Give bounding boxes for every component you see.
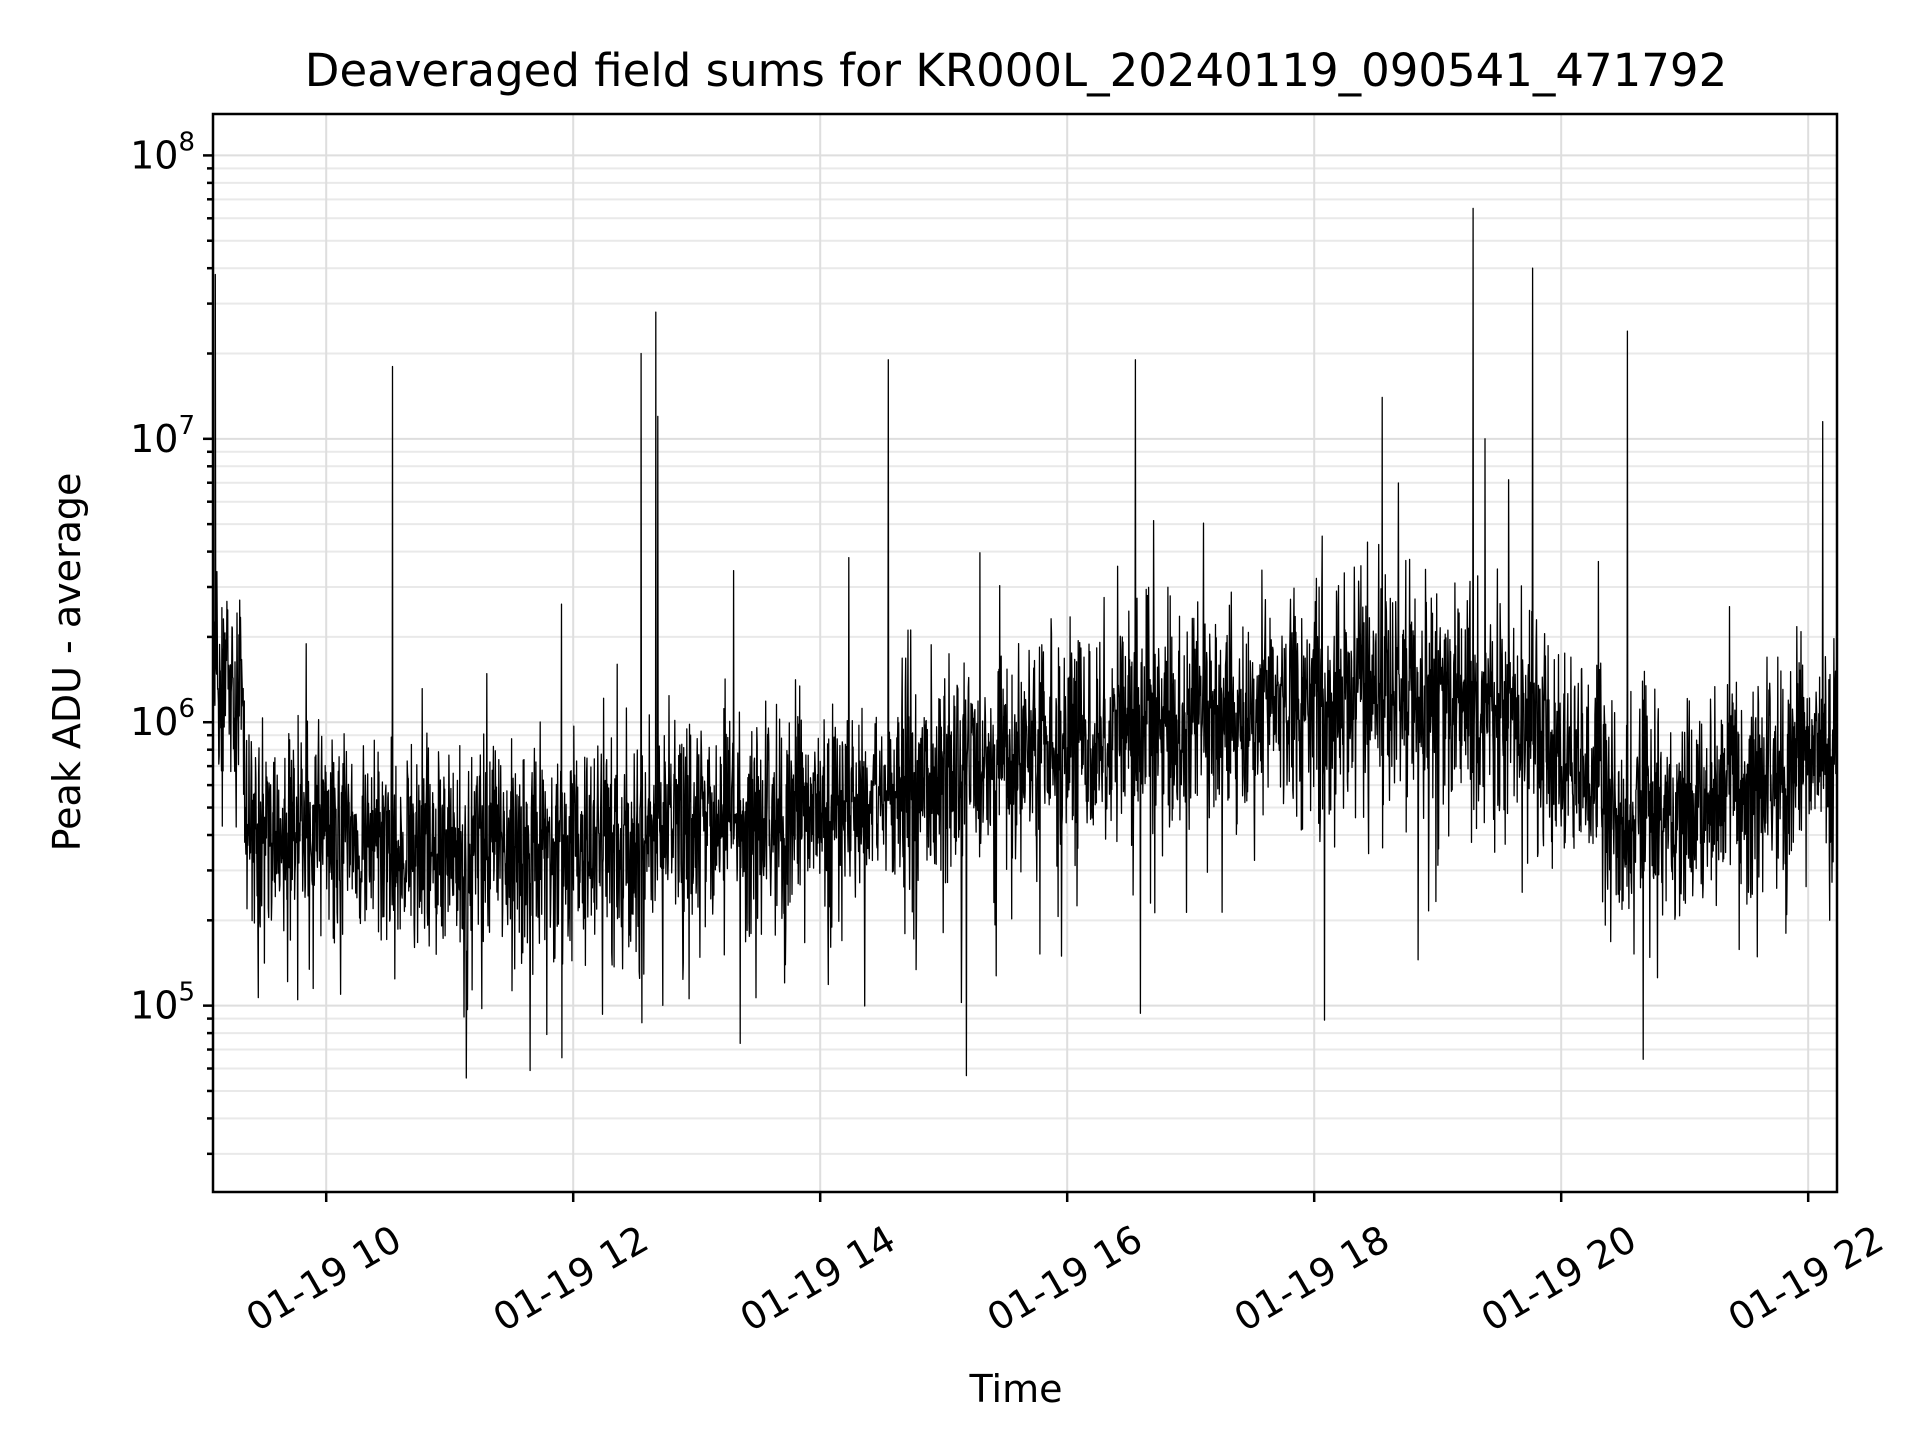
x-tick-label: 01-19 14 [733,1217,903,1341]
frame-layer [211,112,1839,1194]
series-layer [212,161,1838,1079]
axes-frame [211,112,1839,1194]
y-tick-exponent: 7 [178,411,195,441]
x-tick-label: 01-19 16 [980,1217,1150,1341]
y-tick-base: 10 [130,133,178,177]
y-tick-exponent: 5 [178,978,195,1008]
x-tick-label: 01-19 10 [239,1217,409,1341]
y-tick-label: 108 [130,127,195,177]
y-tick-label: 106 [130,694,195,744]
series-line-0 [212,161,1838,1079]
y-tick-label: 107 [130,411,195,461]
x-tick-label: 01-19 12 [486,1217,656,1341]
x-axis-label: Time [969,1367,1063,1411]
grid-layer [213,114,1837,1192]
x-tick-label: 01-19 22 [1721,1217,1891,1341]
y-axis-label: Peak ADU - average [45,473,89,852]
chart-title: Deaveraged field sums for KR000L_2024011… [305,44,1727,97]
y-tick-base: 10 [130,984,178,1028]
x-tick-label: 01-19 20 [1474,1217,1644,1341]
x-tick-label: 01-19 18 [1227,1217,1397,1341]
y-tick-base: 10 [130,700,178,744]
y-tick-base: 10 [130,417,178,461]
y-tick-exponent: 6 [178,694,195,724]
y-tick-exponent: 8 [178,127,195,157]
y-tick-label: 105 [130,978,195,1028]
